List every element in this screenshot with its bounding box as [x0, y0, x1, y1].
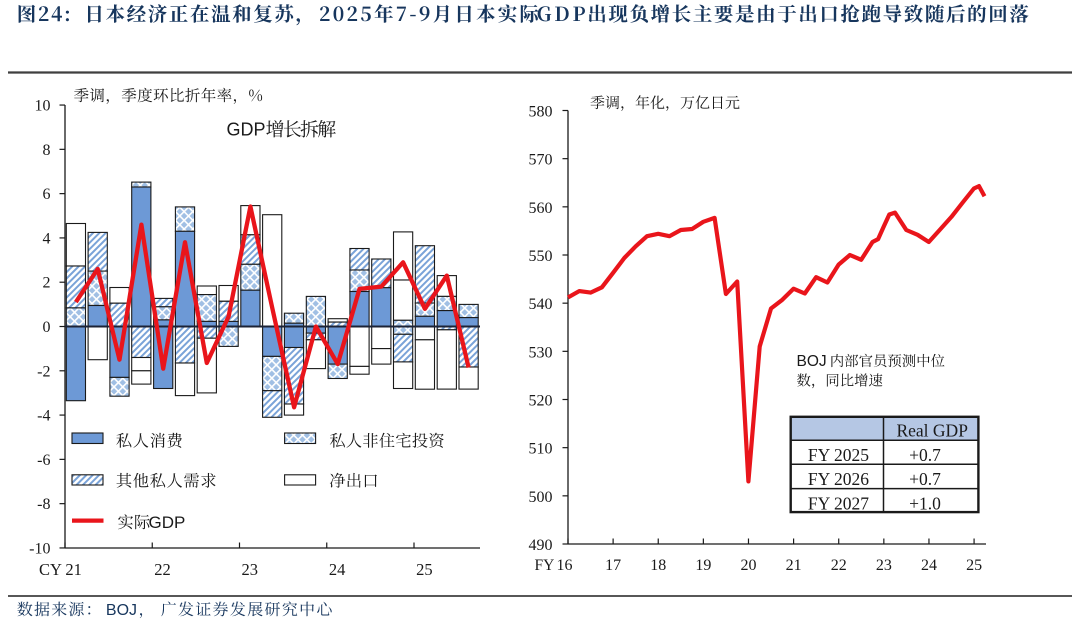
svg-text:540: 540 — [529, 296, 553, 313]
svg-text:520: 520 — [529, 393, 553, 410]
svg-text:4: 4 — [43, 230, 51, 247]
svg-text:BOJ: BOJ — [797, 353, 827, 370]
svg-text:17: 17 — [605, 557, 621, 574]
svg-text:24: 24 — [329, 560, 346, 579]
svg-text:16: 16 — [557, 557, 573, 574]
svg-text:490: 490 — [529, 537, 553, 554]
svg-text:FY 2026: FY 2026 — [808, 469, 869, 489]
svg-text:22: 22 — [831, 557, 847, 574]
svg-text:-4: -4 — [37, 408, 50, 425]
svg-text:Real GDP: Real GDP — [896, 421, 968, 441]
svg-text:550: 550 — [529, 248, 553, 265]
svg-text:0: 0 — [43, 319, 51, 336]
svg-text:25: 25 — [416, 560, 433, 579]
svg-text:23: 23 — [876, 557, 892, 574]
svg-text:GDP: GDP — [227, 120, 266, 140]
svg-text:23: 23 — [242, 560, 259, 579]
svg-text:-8: -8 — [37, 496, 50, 513]
svg-text:18: 18 — [650, 557, 666, 574]
svg-text:+0.7: +0.7 — [909, 469, 941, 489]
svg-text:10: 10 — [35, 98, 51, 115]
svg-text:24: 24 — [921, 557, 937, 574]
svg-text:25: 25 — [966, 557, 982, 574]
svg-text:560: 560 — [529, 200, 553, 217]
svg-text:510: 510 — [529, 441, 553, 458]
svg-text:20: 20 — [740, 557, 756, 574]
svg-text:-2: -2 — [37, 363, 50, 380]
svg-text:BOJ: BOJ — [106, 602, 137, 619]
svg-text:580: 580 — [529, 104, 553, 121]
svg-text:FY 2027: FY 2027 — [808, 493, 869, 513]
svg-text:2: 2 — [43, 275, 51, 292]
svg-text:-6: -6 — [37, 452, 50, 469]
svg-text:-10: -10 — [29, 540, 50, 557]
svg-text:+1.0: +1.0 — [909, 493, 941, 513]
svg-text:FY 2025: FY 2025 — [808, 445, 869, 465]
svg-text:6: 6 — [43, 186, 51, 203]
svg-text:8: 8 — [43, 142, 51, 159]
svg-text:+0.7: +0.7 — [909, 445, 941, 465]
svg-text:21: 21 — [786, 557, 802, 574]
svg-text:CY 21: CY 21 — [39, 560, 82, 579]
svg-text:530: 530 — [529, 344, 553, 361]
svg-text:500: 500 — [529, 489, 553, 506]
svg-text:570: 570 — [529, 152, 553, 169]
svg-text:GDP: GDP — [149, 513, 186, 532]
svg-text:19: 19 — [695, 557, 711, 574]
svg-text:22: 22 — [154, 560, 171, 579]
svg-text:FY: FY — [535, 557, 555, 574]
